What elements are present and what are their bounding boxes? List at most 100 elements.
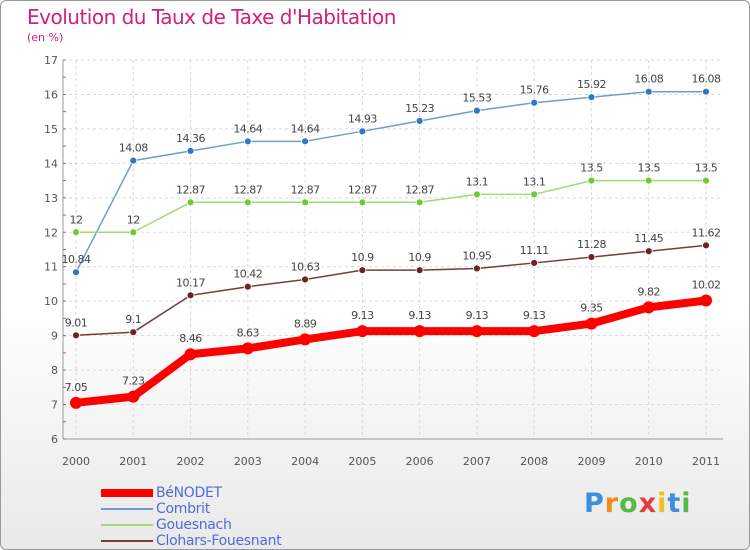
chart-unit-label: (en %) [27, 31, 64, 44]
data-label: 9.13 [523, 309, 546, 322]
data-point [72, 331, 80, 340]
logo-letter: i [657, 488, 668, 519]
data-point [358, 198, 367, 207]
x-tick-label: 2011 [692, 455, 720, 468]
proxiti-logo: Proxiti [584, 488, 692, 519]
data-point [587, 253, 596, 261]
data-point [358, 266, 367, 275]
chart-title: Evolution du Taux de Taxe d'Habitation [27, 5, 396, 29]
data-point [129, 228, 138, 237]
data-label: 10.42 [233, 268, 262, 281]
data-label: 10.63 [291, 260, 320, 273]
legend-swatch [101, 489, 153, 497]
data-point [243, 198, 252, 207]
data-point [644, 176, 653, 185]
data-point [299, 333, 312, 346]
legend-label: Gouesnach [156, 517, 232, 533]
series-line [72, 296, 710, 407]
x-tick-label: 2006 [406, 455, 434, 468]
data-point [585, 317, 598, 330]
data-point [358, 127, 367, 136]
data-label: 13.5 [695, 162, 718, 175]
data-label: 13.1 [466, 175, 489, 188]
data-point [473, 264, 481, 273]
data-label: 15.76 [520, 84, 549, 97]
y-tick-label: 6 [51, 433, 58, 446]
logo-letter: P [584, 488, 605, 519]
data-point [301, 198, 309, 207]
series-lines [70, 87, 712, 409]
data-label: 10.84 [62, 253, 91, 266]
data-label: 15.53 [462, 92, 491, 105]
legend-swatch [101, 508, 153, 510]
legend-swatch [101, 540, 153, 542]
x-tick-label: 2005 [348, 455, 376, 468]
data-label: 7.23 [122, 375, 145, 388]
data-label: 12 [70, 213, 83, 226]
logo-letter: r [604, 488, 620, 519]
data-label: 13.5 [637, 162, 660, 175]
y-tick-label: 15 [44, 123, 58, 136]
data-label: 9.13 [408, 309, 431, 322]
data-point [530, 190, 539, 199]
data-label: 12 [127, 213, 140, 226]
data-label: 11.28 [577, 238, 606, 251]
data-label: 11.62 [692, 226, 721, 239]
data-label: 15.23 [405, 102, 434, 115]
x-tick-label: 2007 [463, 455, 491, 468]
x-tick-label: 2009 [577, 455, 605, 468]
data-label: 11.11 [520, 244, 549, 257]
x-tick-label: 2000 [62, 455, 90, 468]
data-point [241, 342, 254, 355]
data-point [129, 156, 138, 165]
data-point [530, 259, 539, 267]
data-label: 9.13 [466, 309, 489, 322]
y-tick-label: 10 [44, 295, 58, 308]
data-point [587, 93, 596, 102]
logo-letter: x [638, 488, 658, 519]
data-label: 14.64 [291, 122, 320, 135]
data-label: 14.93 [348, 112, 377, 125]
logo-letter: i [681, 488, 692, 519]
data-point [644, 87, 653, 96]
data-point [702, 87, 710, 96]
x-tick-label: 2004 [291, 455, 319, 468]
data-label: 14.08 [119, 142, 148, 155]
x-tick-label: 2008 [520, 455, 548, 468]
y-tick-label: 7 [51, 399, 58, 412]
series-line [75, 90, 707, 273]
data-point [415, 198, 424, 207]
x-tick-label: 2001 [119, 455, 147, 468]
data-label: 9.01 [65, 316, 88, 329]
data-point [243, 282, 252, 291]
logo-letter: o [619, 488, 639, 519]
y-tick-label: 8 [51, 364, 58, 377]
data-point [301, 137, 309, 146]
data-label: 7.05 [65, 381, 88, 394]
series-line [75, 179, 707, 234]
data-point [587, 176, 596, 185]
data-point [72, 228, 80, 237]
data-label: 12.87 [348, 183, 377, 196]
data-point [700, 294, 712, 307]
data-label: 10.9 [408, 251, 431, 264]
x-tick-label: 2002 [177, 455, 205, 468]
series-line [75, 244, 707, 337]
data-point [528, 325, 541, 338]
data-label: 12.87 [405, 183, 434, 196]
data-label: 11.45 [634, 232, 663, 245]
axes: 6 7 8 9 10 11 12 13 14 15 16 17 2000 2001 2002 2003 2004… [44, 54, 723, 468]
data-label: 8.89 [294, 317, 317, 330]
legend-label: BéNODET [156, 485, 222, 501]
data-point [470, 325, 483, 338]
data-point [184, 348, 197, 361]
x-tick-label: 2003 [234, 455, 262, 468]
data-point [644, 247, 653, 256]
data-point [72, 268, 80, 277]
data-label: 8.63 [237, 326, 260, 339]
data-point [530, 98, 539, 107]
data-point [186, 291, 195, 300]
legend-label: Clohars-Fouesnant [156, 533, 282, 549]
y-tick-label: 13 [44, 192, 58, 205]
